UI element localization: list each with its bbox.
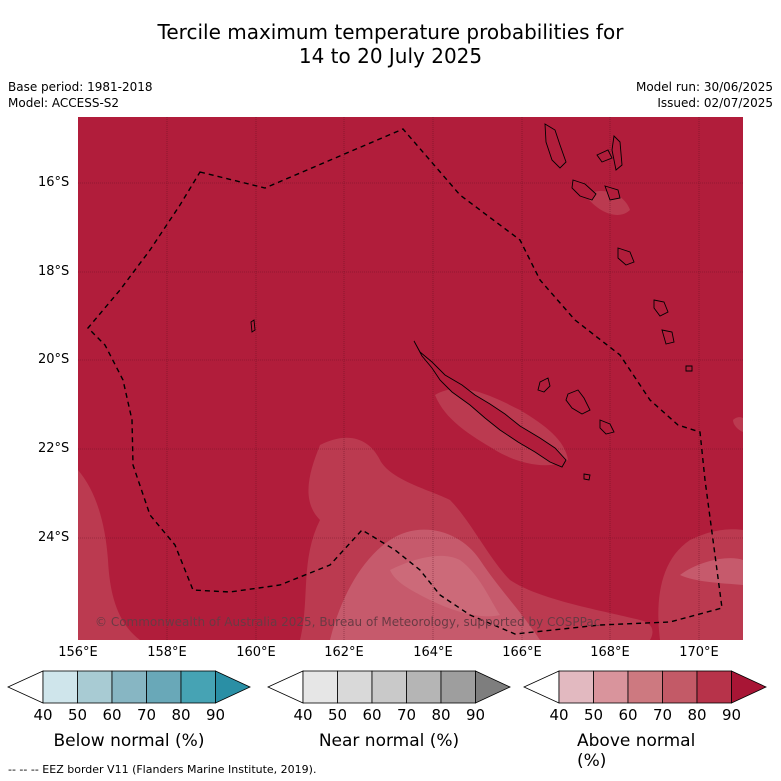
title-line-2: 14 to 20 July 2025 xyxy=(298,44,483,68)
lon-label-162e: 162°E xyxy=(324,645,364,660)
colorbar-below-swatch-4 xyxy=(146,670,182,704)
near-tick-90: 90 xyxy=(465,706,486,724)
probability-zone-southeast xyxy=(658,529,743,640)
small-island-east xyxy=(583,473,591,481)
below-tick-90: 90 xyxy=(205,706,226,724)
probability-zone-south-lighter xyxy=(390,555,500,617)
colorbar-above-max xyxy=(731,670,767,704)
vanuatu-island-1 xyxy=(544,123,567,169)
lon-label-158e: 158°E xyxy=(147,645,187,660)
probability-zone-southeast-light xyxy=(680,558,743,585)
above-tick-50: 50 xyxy=(583,706,604,724)
gridlines xyxy=(78,117,743,640)
near-tick-80: 80 xyxy=(431,706,451,724)
below-tick-60: 60 xyxy=(102,706,122,724)
below-tick-70: 70 xyxy=(136,706,157,724)
vanuatu-island-6 xyxy=(617,247,635,266)
vanuatu-island-3 xyxy=(611,135,623,171)
lat-label-24s: 24°S xyxy=(38,530,70,545)
above-normal-title: Above normal (%) xyxy=(577,731,696,771)
lon-label-164e: 164°E xyxy=(413,645,453,660)
colorbar-near-max xyxy=(475,670,511,704)
copyright-notice: © Commonwealth of Australia 2025, Bureau… xyxy=(95,615,600,629)
colorbar-near-swatch-4 xyxy=(406,670,442,704)
base-period: Base period: 1981-2018 xyxy=(8,80,153,94)
vanuatu-island-8 xyxy=(661,329,675,345)
lat-label-22s: 22°S xyxy=(38,441,70,456)
below-tick-40: 40 xyxy=(33,706,53,724)
title: Tercile maximum temperature probabilitie… xyxy=(0,20,781,68)
meta-right: Model run: 30/06/2025 Issued: 02/07/2025 xyxy=(636,79,773,111)
colorbar-above-swatch-1 xyxy=(558,670,594,704)
colorbar-above-min xyxy=(523,670,560,704)
lat-label-20s: 20°S xyxy=(38,352,70,367)
colorbar-above-swatch-2 xyxy=(593,670,629,704)
loyalty-island-2 xyxy=(565,389,591,415)
model-run: Model run: 30/06/2025 xyxy=(635,80,773,94)
meta-left: Base period: 1981-2018 Model: ACCESS-S2 xyxy=(8,79,153,111)
probability-zone-east-edge xyxy=(733,417,743,432)
lon-label-166e: 166°E xyxy=(502,645,542,660)
colorbar-near-swatch-1 xyxy=(302,670,338,704)
probability-zone-west xyxy=(78,470,140,640)
vanuatu-island-7 xyxy=(653,299,669,317)
above-tick-80: 80 xyxy=(687,706,707,724)
title-line-1: Tercile maximum temperature probabilitie… xyxy=(157,20,624,44)
colorbar-below-swatch-2 xyxy=(77,670,113,704)
colorbar-below-swatch-5 xyxy=(180,670,216,704)
vanuatu-island-5 xyxy=(604,185,621,201)
near-tick-70: 70 xyxy=(396,706,417,724)
above-tick-70: 70 xyxy=(652,706,673,724)
colorbar-below-swatch-1 xyxy=(42,670,78,704)
near-normal-title: Near normal (%) xyxy=(318,731,460,751)
above-tick-40: 40 xyxy=(549,706,569,724)
vanuatu-island-4 xyxy=(571,179,597,201)
lon-label-170e: 170°E xyxy=(679,645,719,660)
near-tick-60: 60 xyxy=(362,706,382,724)
eez-border xyxy=(87,128,723,635)
below-normal-title: Below normal (%) xyxy=(53,731,205,751)
below-tick-50: 50 xyxy=(67,706,88,724)
small-island-north-newcal xyxy=(685,365,693,372)
lon-label-168e: 168°E xyxy=(590,645,630,660)
above-tick-90: 90 xyxy=(721,706,742,724)
below-tick-80: 80 xyxy=(171,706,191,724)
loyalty-island-1 xyxy=(537,377,551,393)
lon-label-156e: 156°E xyxy=(58,645,98,660)
lon-label-160e: 160°E xyxy=(236,645,276,660)
colorbar-below-max xyxy=(215,670,251,704)
colorbar-above xyxy=(523,670,767,704)
colorbar-near-min xyxy=(267,670,304,704)
model-name: Model: ACCESS-S2 xyxy=(8,96,120,110)
colorbar-below-min xyxy=(7,670,44,704)
issued-date: Issued: 02/07/2025 xyxy=(657,96,773,110)
new-caledonia xyxy=(413,340,567,468)
near-tick-40: 40 xyxy=(293,706,313,724)
eez-legend-footer: -- -- -- EEZ border V11 (Flanders Marine… xyxy=(8,763,317,776)
lat-label-18s: 18°S xyxy=(38,264,70,279)
colorbar-above-swatch-5 xyxy=(696,670,732,704)
colorbar-near xyxy=(267,670,511,704)
map-area: © Commonwealth of Australia 2025, Bureau… xyxy=(78,117,743,640)
colorbar-near-swatch-5 xyxy=(440,670,476,704)
colorbar-above-swatch-4 xyxy=(662,670,698,704)
islands xyxy=(250,123,693,481)
near-tick-50: 50 xyxy=(327,706,348,724)
colorbar-below xyxy=(7,670,251,704)
above-tick-60: 60 xyxy=(618,706,638,724)
colorbar-near-swatch-3 xyxy=(371,670,407,704)
lat-label-16s: 16°S xyxy=(38,175,70,190)
colorbar-below-swatch-3 xyxy=(111,670,147,704)
vanuatu-island-2 xyxy=(596,149,613,163)
loyalty-island-3 xyxy=(599,419,615,435)
small-island-west xyxy=(250,319,256,333)
colorbar-near-swatch-2 xyxy=(337,670,373,704)
colorbar-above-swatch-3 xyxy=(627,670,663,704)
